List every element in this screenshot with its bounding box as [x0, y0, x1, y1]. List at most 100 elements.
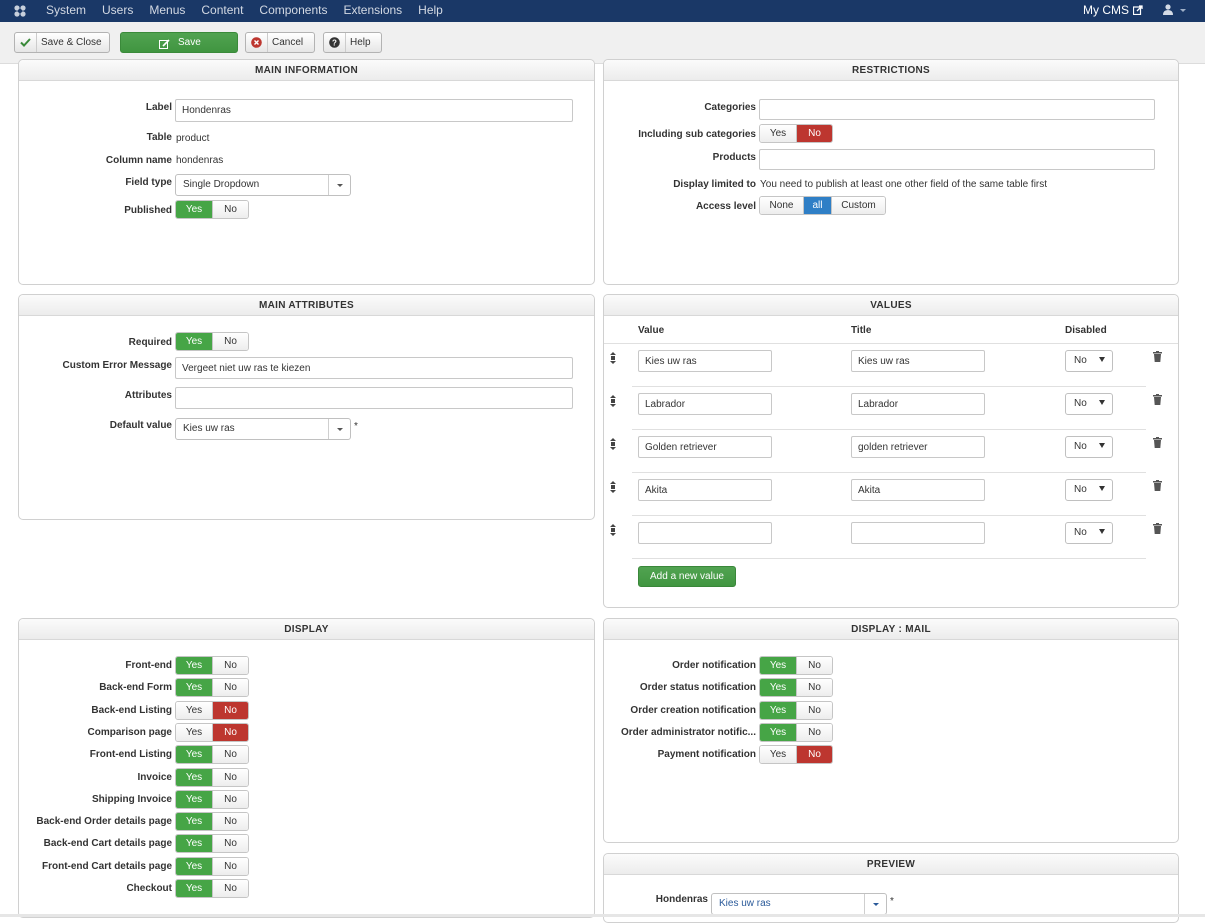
- display-mail-yes[interactable]: Yes: [760, 701, 796, 719]
- label-input[interactable]: Hondenras: [175, 99, 573, 122]
- display-yes[interactable]: Yes: [176, 813, 212, 831]
- title-input[interactable]: Akita: [851, 479, 985, 501]
- display-mail-yes[interactable]: Yes: [760, 657, 796, 674]
- menu-users[interactable]: Users: [102, 3, 134, 17]
- products-input[interactable]: [759, 149, 1155, 170]
- display-toggle[interactable]: Yes No: [175, 812, 249, 832]
- display-mail-toggle[interactable]: Yes No: [759, 745, 833, 765]
- menu-menus[interactable]: Menus: [149, 3, 186, 17]
- display-toggle[interactable]: Yes No: [175, 700, 249, 720]
- external-link-icon[interactable]: [1133, 5, 1143, 15]
- display-no[interactable]: No: [212, 857, 248, 875]
- menu-content[interactable]: Content: [201, 3, 244, 17]
- title-input[interactable]: golden retriever: [851, 436, 985, 458]
- display-mail-yes[interactable]: Yes: [760, 679, 796, 697]
- published-no[interactable]: No: [212, 201, 248, 218]
- display-yes[interactable]: Yes: [176, 790, 212, 808]
- disabled-select[interactable]: No: [1065, 393, 1113, 415]
- user-icon[interactable]: [1163, 4, 1173, 15]
- display-no[interactable]: No: [212, 790, 248, 808]
- trash-icon[interactable]: [1153, 394, 1162, 405]
- value-input[interactable]: Golden retriever: [638, 436, 772, 458]
- display-toggle[interactable]: Yes No: [175, 722, 249, 742]
- display-yes[interactable]: Yes: [176, 768, 212, 786]
- value-input[interactable]: Labrador: [638, 393, 772, 415]
- menu-extensions[interactable]: Extensions: [343, 3, 403, 17]
- trash-icon[interactable]: [1153, 523, 1162, 534]
- display-yes[interactable]: Yes: [176, 857, 212, 875]
- display-yes[interactable]: Yes: [176, 701, 212, 719]
- disabled-select[interactable]: No: [1065, 522, 1113, 544]
- display-yes[interactable]: Yes: [176, 723, 212, 741]
- display-mail-yes[interactable]: Yes: [760, 723, 796, 741]
- trash-icon[interactable]: [1153, 480, 1162, 491]
- display-no[interactable]: No: [212, 723, 248, 741]
- value-input[interactable]: Kies uw ras: [638, 350, 772, 372]
- required-yes[interactable]: Yes: [176, 333, 212, 350]
- horizontal-scrollbar[interactable]: [0, 914, 1205, 917]
- display-no[interactable]: No: [212, 835, 248, 853]
- display-toggle[interactable]: Yes No: [175, 745, 249, 765]
- access-all[interactable]: all: [803, 197, 831, 214]
- attributes-input[interactable]: [175, 387, 573, 409]
- access-level-selector[interactable]: None all Custom: [759, 196, 886, 215]
- disabled-select[interactable]: No: [1065, 350, 1113, 372]
- title-input[interactable]: Labrador: [851, 393, 985, 415]
- display-mail-toggle[interactable]: Yes No: [759, 700, 833, 720]
- display-no[interactable]: No: [212, 657, 248, 674]
- display-yes[interactable]: Yes: [176, 746, 212, 764]
- save-close-button[interactable]: Save & Close: [14, 32, 110, 53]
- display-yes[interactable]: Yes: [176, 880, 212, 897]
- menu-system[interactable]: System: [46, 3, 87, 17]
- display-mail-no[interactable]: No: [796, 657, 832, 674]
- drag-handle-icon[interactable]: [610, 481, 616, 493]
- display-no[interactable]: No: [212, 679, 248, 697]
- drag-handle-icon[interactable]: [610, 438, 616, 450]
- custom-error-input[interactable]: Vergeet niet uw ras te kiezen: [175, 357, 573, 379]
- access-none[interactable]: None: [760, 197, 803, 214]
- display-yes[interactable]: Yes: [176, 835, 212, 853]
- default-value-select[interactable]: Kies uw ras: [175, 418, 351, 440]
- display-no[interactable]: No: [212, 701, 248, 719]
- site-name-link[interactable]: My CMS: [1083, 3, 1129, 17]
- published-toggle[interactable]: Yes No: [175, 200, 249, 219]
- display-no[interactable]: No: [212, 746, 248, 764]
- value-input[interactable]: [638, 522, 772, 544]
- subcategories-yes[interactable]: Yes: [760, 125, 796, 142]
- drag-handle-icon[interactable]: [610, 524, 616, 536]
- display-mail-yes[interactable]: Yes: [760, 746, 796, 764]
- add-value-button[interactable]: Add a new value: [638, 566, 736, 587]
- display-no[interactable]: No: [212, 880, 248, 897]
- menu-components[interactable]: Components: [259, 3, 328, 17]
- display-no[interactable]: No: [212, 768, 248, 786]
- drag-handle-icon[interactable]: [610, 352, 616, 364]
- display-yes[interactable]: Yes: [176, 657, 212, 674]
- trash-icon[interactable]: [1153, 437, 1162, 448]
- trash-icon[interactable]: [1153, 351, 1162, 362]
- categories-input[interactable]: [759, 99, 1155, 120]
- display-no[interactable]: No: [212, 813, 248, 831]
- drag-handle-icon[interactable]: [610, 395, 616, 407]
- display-mail-toggle[interactable]: Yes No: [759, 722, 833, 742]
- required-toggle[interactable]: Yes No: [175, 332, 249, 351]
- value-input[interactable]: Akita: [638, 479, 772, 501]
- title-input[interactable]: [851, 522, 985, 544]
- display-toggle[interactable]: Yes No: [175, 856, 249, 876]
- subcategories-toggle[interactable]: Yes No: [759, 124, 833, 143]
- disabled-select[interactable]: No: [1065, 436, 1113, 458]
- display-yes[interactable]: Yes: [176, 679, 212, 697]
- display-toggle[interactable]: Yes No: [175, 767, 249, 787]
- published-yes[interactable]: Yes: [176, 201, 212, 218]
- display-mail-no[interactable]: No: [796, 746, 832, 764]
- subcategories-no[interactable]: No: [796, 125, 832, 142]
- display-toggle[interactable]: Yes No: [175, 879, 249, 898]
- display-mail-no[interactable]: No: [796, 701, 832, 719]
- disabled-select[interactable]: No: [1065, 479, 1113, 501]
- cancel-button[interactable]: Cancel: [245, 32, 315, 53]
- user-menu-caret-icon[interactable]: [1180, 9, 1186, 12]
- joomla-logo-icon[interactable]: [12, 3, 28, 19]
- display-mail-toggle[interactable]: Yes No: [759, 678, 833, 698]
- display-toggle[interactable]: Yes No: [175, 656, 249, 675]
- display-mail-no[interactable]: No: [796, 679, 832, 697]
- help-button[interactable]: ? Help: [323, 32, 382, 53]
